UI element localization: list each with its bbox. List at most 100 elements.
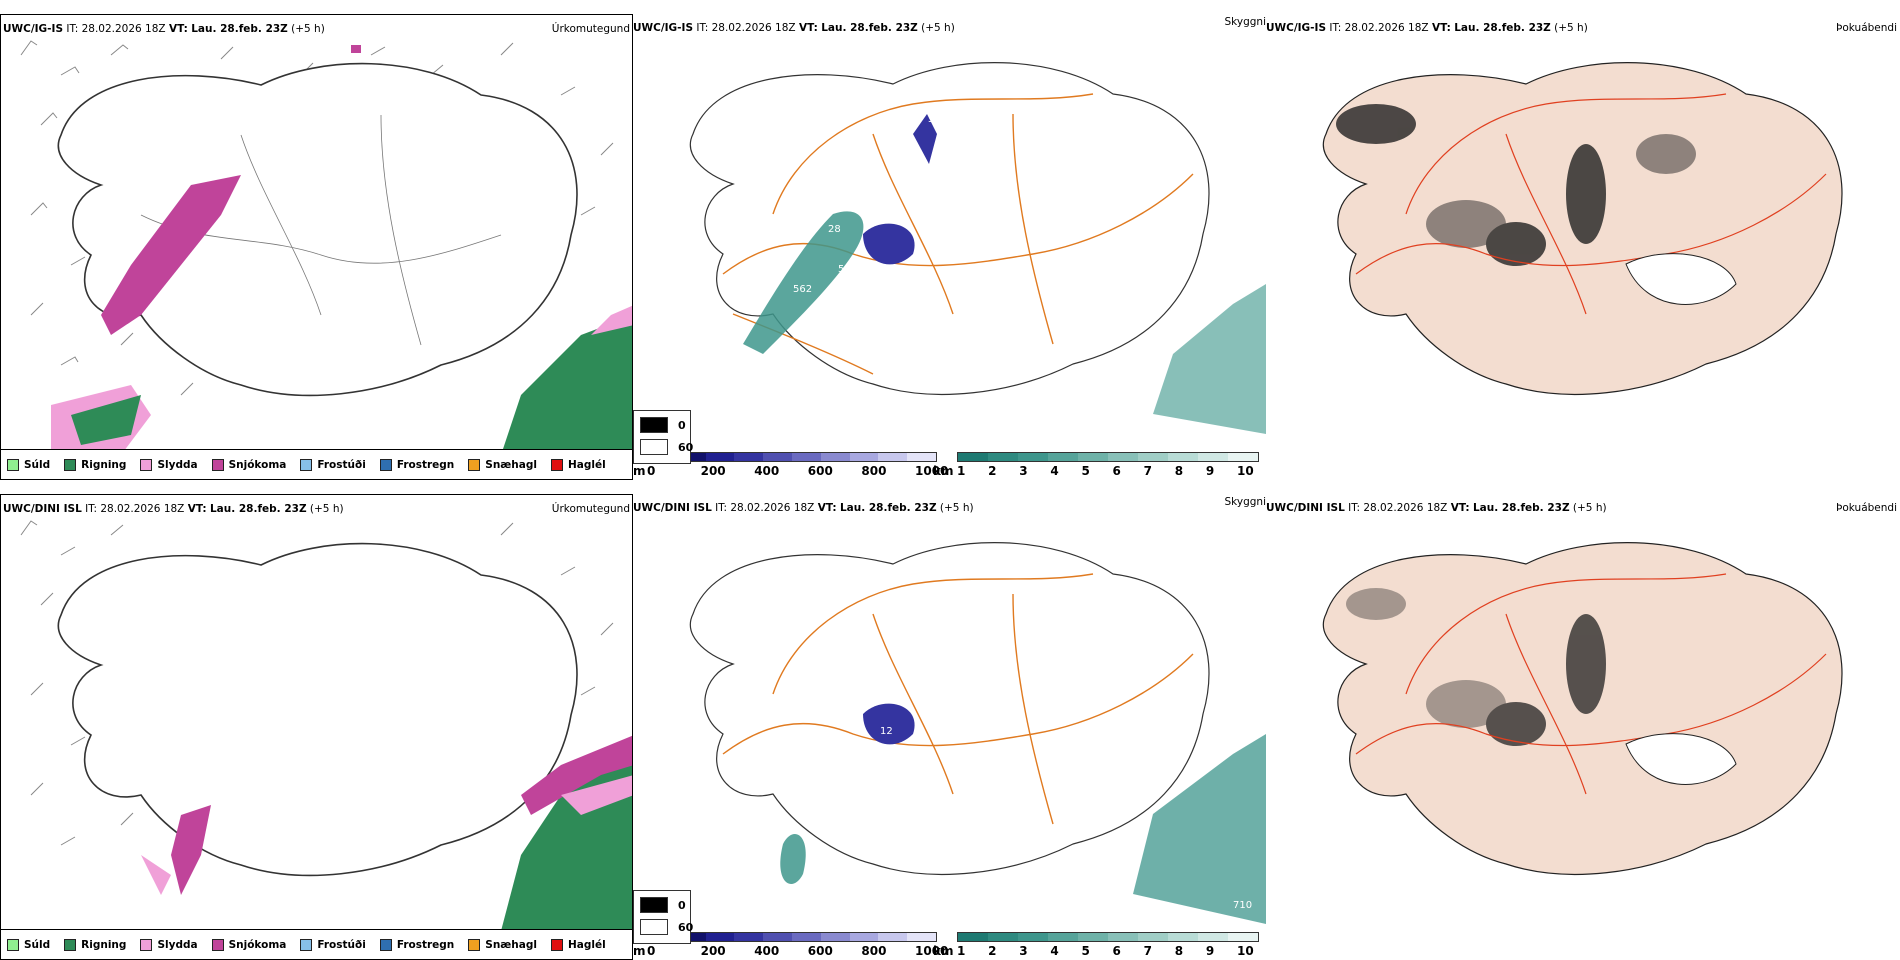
colorbar-segment	[1018, 933, 1048, 941]
colorbar-segment	[676, 453, 706, 461]
colorbar-tick: 400	[754, 464, 780, 478]
legend-swatch	[7, 938, 19, 951]
colorbar-segment	[878, 933, 908, 941]
legend-swatch	[300, 458, 313, 471]
roads	[1355, 93, 1827, 315]
colorbar-segment	[1198, 933, 1228, 941]
cloud-label: 593	[873, 266, 892, 277]
panel-name: Þokuábendi	[1836, 22, 1897, 34]
legend-label: Haglél	[567, 458, 606, 471]
colorbar-tick: 2	[988, 944, 997, 958]
legend-item: Frostregn	[379, 938, 454, 951]
panel-title: UWC/IG-IS IT: 28.02.2026 18Z VT: Lau. 28…	[1266, 22, 1588, 34]
colorbar-tick: 9	[1205, 464, 1215, 478]
colorbar-segment	[763, 933, 792, 941]
legend-swatch	[7, 458, 19, 471]
colorbar-segment	[820, 453, 850, 461]
precip-legend: Súld Rigning Slydda Snjókoma Frostúði Frostre…	[1, 929, 632, 959]
legend-item: Snjókoma	[211, 938, 287, 951]
colorbar-segment	[988, 453, 1018, 461]
legend-item: Súld	[7, 458, 50, 471]
colorbar-tick: 3	[1019, 944, 1028, 958]
legend-item: Haglél	[550, 938, 606, 951]
colorbar-segment	[1108, 933, 1138, 941]
colorbar-tick: 8	[1174, 944, 1184, 958]
colorbar-segment	[763, 453, 792, 461]
colorbar-tick: 4	[1050, 464, 1059, 478]
colorbar-segment	[705, 933, 735, 941]
cloud-base-area	[863, 703, 915, 745]
legend-item: Rigning	[64, 938, 127, 951]
precip-panel-top: UWC/IG-IS IT: 28.02.2026 18Z VT: Lau. 28…	[0, 14, 633, 480]
colorbar-segment	[734, 933, 764, 941]
legend-swatch	[468, 938, 481, 951]
roads	[722, 573, 1194, 825]
colorbar-segment	[705, 453, 735, 461]
colorbar-tick: 1	[957, 944, 966, 958]
colorbar-segment	[1108, 453, 1138, 461]
fog-index-dark	[1346, 588, 1606, 746]
colorbar-tick: 3	[1019, 464, 1028, 478]
colorbar-segment	[1138, 933, 1168, 941]
legend-label: Rigning	[81, 938, 127, 951]
visibility-map-top	[689, 62, 1266, 434]
colorbar-segment	[1198, 453, 1228, 461]
colorbar-tick: 4	[1050, 944, 1059, 958]
colorbar-tick: 400	[754, 944, 780, 958]
colorbar-segment	[907, 453, 936, 461]
legend-label: Snjókoma	[228, 938, 287, 951]
fog-legend-top: 0 60	[633, 410, 693, 464]
fog-panel-bottom: UWC/DINI ISL IT: 28.02.2026 18Z VT: Lau.…	[1266, 494, 1899, 960]
colorbar-tick: 5	[1081, 944, 1090, 958]
legend-label: Frostúði	[317, 458, 366, 471]
legend-item: Slydda	[140, 458, 198, 471]
colorbar-tick: 600	[807, 944, 833, 958]
fog-panel-top: UWC/IG-IS IT: 28.02.2026 18Z VT: Lau. 28…	[1266, 14, 1899, 480]
colorbar-tick: 9	[1205, 944, 1215, 958]
legend-label: Snæhagl	[485, 938, 537, 951]
legend-item: Rigning	[64, 458, 127, 471]
legend-item: Frostúði	[300, 458, 366, 471]
precip-map-top	[20, 40, 632, 455]
colorbar-tick: 800	[861, 944, 887, 958]
legend-item: Snæhagl	[468, 938, 537, 951]
colorbar-segment	[1228, 453, 1258, 461]
colorbar-tick: 6	[1112, 944, 1121, 958]
snow-area	[171, 805, 211, 895]
rain-area-se	[501, 315, 632, 455]
colorbar-tick: 8	[1174, 464, 1184, 478]
colorbar-segment	[1048, 933, 1078, 941]
roads	[1355, 573, 1827, 795]
legend-swatch	[300, 938, 313, 951]
colorbar-segment	[1228, 933, 1258, 941]
visibility-panel-bottom: UWC/DINI ISL IT: 28.02.2026 18Z VT: Lau.…	[633, 494, 1266, 960]
cloud-label: 12	[880, 726, 893, 737]
legend-label: Slydda	[157, 458, 198, 471]
legend-label: Rigning	[81, 458, 127, 471]
cloud-base-area	[863, 223, 915, 265]
height-unit: m	[633, 944, 646, 958]
vis-bar-strip	[957, 452, 1259, 462]
precip-map-bottom	[20, 520, 632, 931]
legend-swatch	[550, 458, 563, 471]
colorbar-segment	[1048, 453, 1078, 461]
iceland-outline	[689, 542, 1210, 875]
legend-label: Snjókoma	[228, 458, 287, 471]
fog-legend-bottom: 0 60	[633, 890, 693, 944]
legend-swatch	[211, 458, 224, 471]
iceland-outline	[689, 62, 1210, 395]
colorbar-tick: 0	[647, 464, 656, 478]
legend-swatch	[468, 458, 481, 471]
colorbar-tick: 200	[700, 464, 726, 478]
panel-title: UWC/DINI ISL IT: 28.02.2026 18Z VT: Lau.…	[633, 502, 974, 514]
colorbar-tick: 200	[700, 944, 726, 958]
panel-name: Úrkomutegund	[551, 503, 630, 515]
iceland-outline	[57, 542, 578, 877]
colorbar-tick: 1000	[915, 464, 949, 478]
legend-label: Snæhagl	[485, 458, 537, 471]
colorbar-segment	[734, 453, 764, 461]
precip-legend: Súld Rigning Slydda Snjókoma Frostúði Frostre…	[1, 449, 632, 479]
legend-item: Slydda	[140, 938, 198, 951]
legend-item: Haglél	[550, 458, 606, 471]
colorbar-segment	[878, 453, 908, 461]
